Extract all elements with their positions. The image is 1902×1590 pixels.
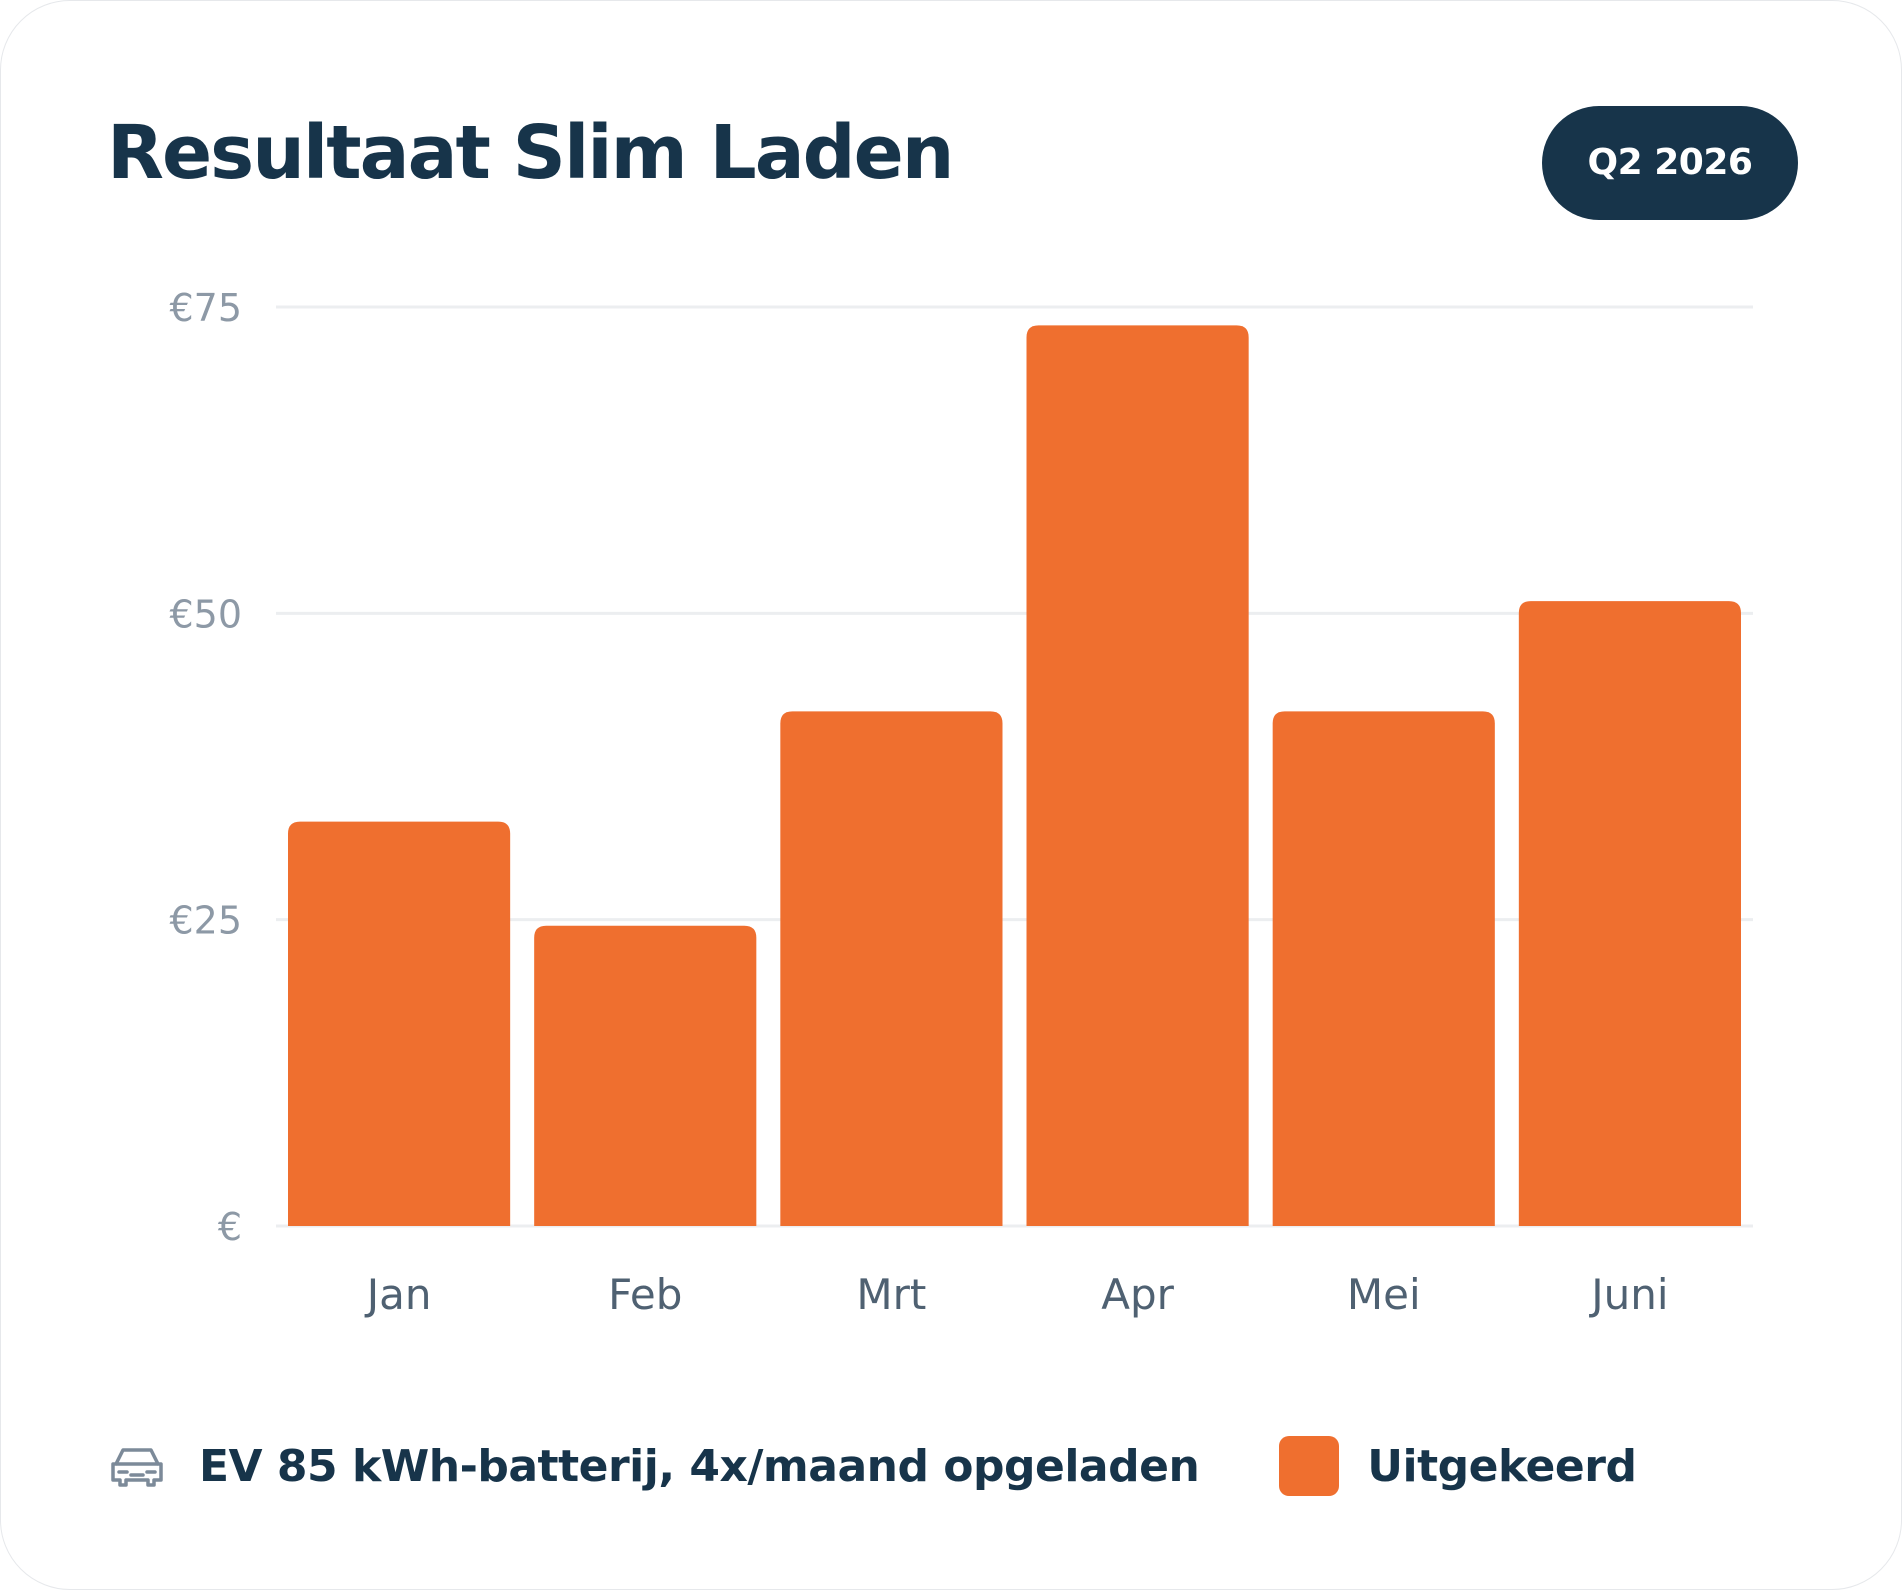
y-tick-label: €75 [169,286,242,330]
bar-chart: € €25 €50 €75 Jan Feb Mrt Apr Mei Juni [169,286,1753,1319]
x-tick-label: Mei [1347,1270,1421,1319]
bar-feb[interactable] [534,925,757,1226]
period-badge[interactable]: Q2 2026 [1542,106,1798,220]
x-tick-label: Jan [364,1270,432,1319]
bar-mei[interactable] [1272,711,1495,1226]
legend: EV 85 kWh-batterij, 4x/maand opgeladen U… [109,1431,1637,1501]
grid-lines [276,305,1753,1228]
legend-item-uitgekeerd[interactable]: Uitgekeerd [1279,1436,1637,1496]
x-tick-label: Juni [1588,1270,1668,1319]
legend-series-label: Uitgekeerd [1367,1440,1637,1492]
x-axis-ticks: Jan Feb Mrt Apr Mei Juni [364,1270,1669,1319]
x-tick-label: Mrt [856,1270,926,1319]
bar-apr[interactable] [1026,325,1249,1226]
legend-swatch [1279,1436,1340,1496]
x-tick-label: Feb [608,1270,682,1319]
x-tick-label: Apr [1101,1270,1174,1319]
y-tick-label: €50 [169,592,242,636]
bars [288,325,1741,1226]
chart-title: Resultaat Slim Laden [107,110,954,196]
bar-mrt[interactable] [780,711,1003,1226]
bar-jan[interactable] [288,821,511,1226]
y-axis-ticks: € €25 €50 €75 [169,286,242,1249]
bar-juni[interactable] [1518,601,1741,1226]
y-tick-label: € [218,1205,242,1249]
legend-note-text: EV 85 kWh-batterij, 4x/maand opgeladen [199,1440,1200,1492]
y-tick-label: €25 [169,899,242,943]
legend-note: EV 85 kWh-batterij, 4x/maand opgeladen [109,1440,1200,1492]
car-icon [111,1448,163,1487]
